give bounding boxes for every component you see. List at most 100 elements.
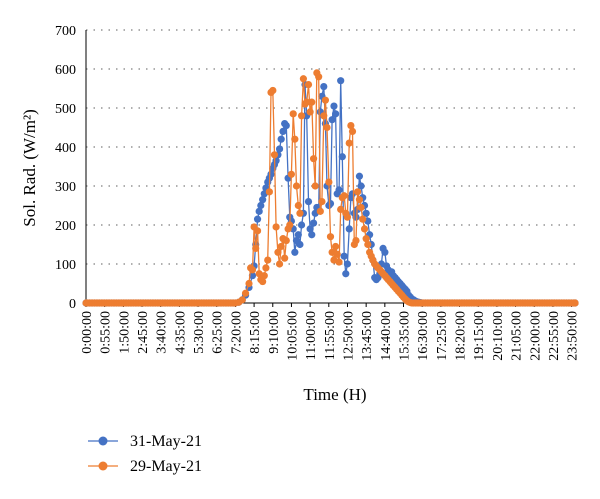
data-point [355, 172, 364, 180]
x-tick-label: 5:30:00 [192, 311, 207, 354]
y-tick-label: 400 [55, 141, 76, 156]
data-point [264, 256, 272, 264]
x-tick-label: 16:30:00 [416, 311, 431, 361]
data-point [294, 231, 302, 239]
x-tick-label: 15:35:00 [398, 311, 413, 361]
data-point [381, 248, 389, 256]
x-tick-label: 1:50:00 [117, 311, 132, 354]
data-point [255, 207, 263, 215]
data-point [330, 102, 338, 110]
data-point [265, 188, 273, 196]
y-tick-label: 100 [55, 258, 76, 273]
x-axis-title: Time (H) [303, 385, 366, 404]
data-point [331, 110, 340, 118]
data-point [342, 270, 350, 278]
data-point [337, 205, 345, 213]
x-tick-label: 20:10:00 [491, 311, 506, 361]
data-point [289, 110, 297, 118]
data-point [357, 203, 365, 212]
data-point [260, 272, 268, 280]
x-tick-label: 0:00:00 [80, 311, 95, 354]
data-point [326, 233, 335, 241]
data-point [331, 242, 340, 251]
data-point [272, 223, 280, 231]
legend: 31-May-21 29-May-21 [88, 433, 202, 475]
legend-entry: 31-May-21 [88, 433, 202, 450]
data-point [238, 296, 246, 304]
data-point [333, 250, 341, 258]
x-tick-label: 12:50:00 [341, 311, 356, 361]
data-point [335, 258, 343, 266]
data-point [292, 182, 301, 190]
y-tick-label: 500 [55, 102, 76, 117]
x-tick-label: 8:15:00 [248, 311, 263, 354]
data-point [275, 260, 284, 268]
data-point [241, 289, 250, 297]
x-tick-label: 6:25:00 [211, 311, 226, 354]
data-point [291, 248, 299, 256]
data-point [296, 209, 304, 217]
data-point [274, 248, 282, 256]
data-point [277, 242, 285, 251]
data-point [282, 121, 290, 130]
data-point [355, 196, 364, 204]
y-axis-title: Sol. Rad. (W/m²) [20, 109, 39, 226]
x-tick-label: 21:05:00 [510, 311, 525, 361]
data-point [571, 299, 579, 307]
data-point [248, 272, 257, 280]
series-0 [82, 77, 579, 307]
data-point [245, 279, 253, 288]
legend-entry: 29-May-21 [88, 458, 202, 475]
data-point [304, 81, 313, 89]
x-tick-label: 23:50:00 [566, 311, 581, 361]
data-point [360, 225, 369, 233]
legend-label: 31-May-21 [130, 433, 202, 450]
data-point [297, 112, 306, 120]
data-point [252, 244, 260, 252]
data-point [304, 198, 313, 206]
x-tick-label: 19:15:00 [472, 311, 487, 361]
data-point [309, 155, 318, 163]
data-point [335, 186, 343, 194]
data-point [320, 82, 328, 91]
x-tick-label: 13:45:00 [360, 311, 375, 361]
data-point [352, 237, 360, 245]
data-point [294, 201, 302, 210]
data-point [311, 182, 319, 190]
data-point [340, 192, 348, 200]
legend-marker [98, 436, 108, 446]
x-tick-label: 9:10:00 [267, 311, 282, 354]
data-point [357, 182, 365, 190]
x-tick-label: 11:00:00 [304, 311, 319, 360]
data-point [343, 213, 352, 221]
series-line [86, 80, 575, 304]
series-lines [82, 69, 579, 307]
data-point [253, 215, 262, 223]
x-tick-label: 17:25:00 [435, 311, 450, 361]
data-point [286, 221, 294, 229]
data-point [257, 201, 265, 210]
data-point [316, 207, 324, 215]
y-tick-labels: 0 100 200 300 400 500 600 700 [55, 24, 76, 312]
y-tick-label: 600 [55, 63, 76, 78]
y-tick-label: 700 [55, 24, 76, 39]
legend-label: 29-May-21 [130, 458, 202, 475]
data-point [362, 235, 370, 243]
data-point [287, 170, 295, 178]
data-point [277, 135, 285, 143]
data-point [279, 127, 287, 135]
data-point [337, 77, 345, 85]
x-tick-label: 10:05:00 [285, 311, 300, 361]
data-point [282, 237, 290, 245]
data-point [306, 108, 314, 116]
data-point [343, 260, 352, 268]
x-tick-label: 11:55:00 [323, 311, 338, 360]
data-point [320, 112, 328, 120]
x-tick-label: 2:45:00 [136, 311, 151, 354]
data-point [248, 266, 257, 274]
data-point [308, 231, 316, 239]
legend-marker [98, 461, 108, 471]
x-tick-label: 18:20:00 [454, 311, 469, 361]
data-point [362, 209, 370, 217]
